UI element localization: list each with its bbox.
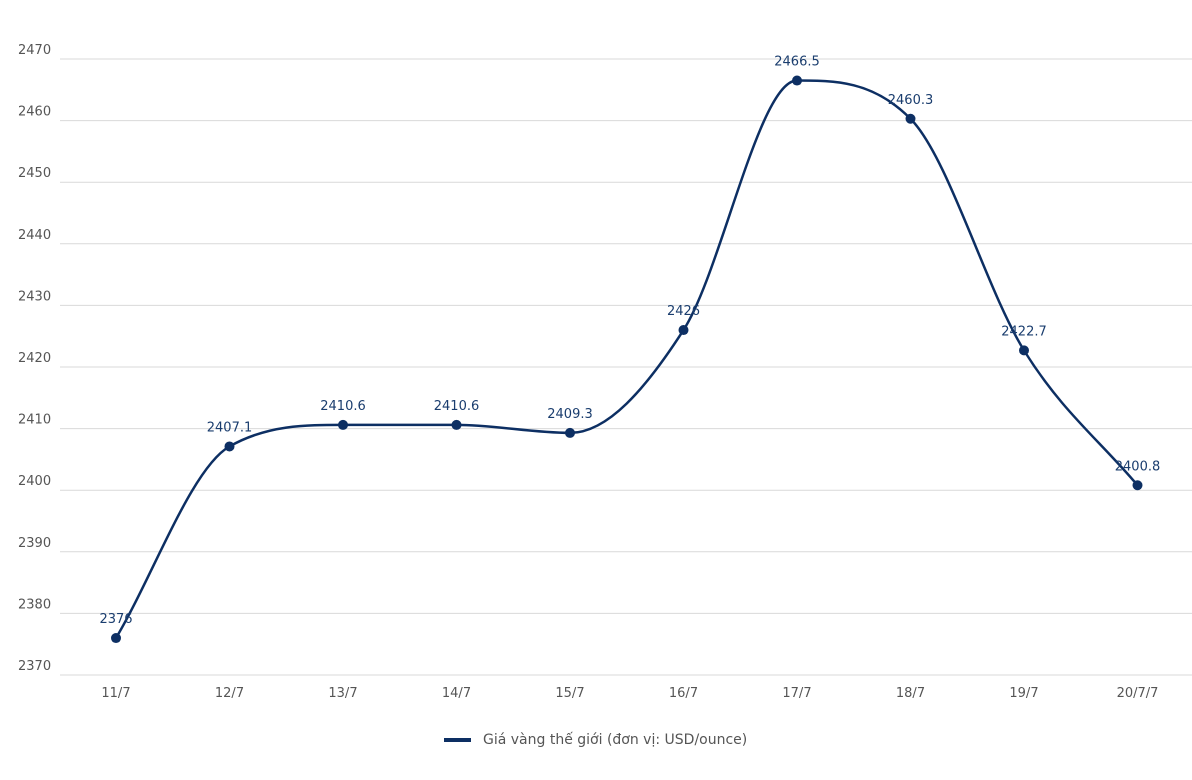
y-tick-label: 2410 — [18, 413, 51, 428]
y-tick-label: 2430 — [18, 289, 51, 304]
y-tick-label: 2400 — [18, 474, 51, 489]
data-label: 2422.7 — [1001, 324, 1047, 339]
data-point — [905, 113, 916, 124]
data-point — [338, 419, 348, 430]
y-tick-label: 2380 — [18, 597, 51, 612]
data-label: 2426 — [667, 304, 700, 319]
y-axis-ticks: 2370 2380 2390 2400 2410 2420 2430 2440 2450 2460… — [18, 43, 51, 674]
x-tick-label: 11/7 — [101, 686, 130, 701]
legend: Giá vàng thế giới (đơn vị: USD/ounce) — [444, 732, 747, 748]
data-point — [565, 427, 575, 438]
x-tick-label: 18/7 — [896, 686, 925, 701]
y-tick-label: 2390 — [18, 536, 51, 551]
series-gold-price — [111, 75, 1143, 644]
y-tick-label: 2440 — [18, 228, 51, 243]
y-tick-label: 2420 — [18, 351, 51, 366]
data-point — [678, 325, 689, 336]
data-point — [792, 75, 802, 86]
data-point — [224, 441, 235, 452]
data-point — [111, 633, 121, 644]
legend-swatch — [444, 738, 471, 742]
x-tick-label: 15/7 — [555, 686, 584, 701]
data-label: 2400.8 — [1115, 459, 1161, 474]
y-tick-label: 2450 — [18, 166, 51, 181]
data-label: 2466.5 — [774, 55, 820, 70]
data-label: 2376 — [99, 612, 132, 627]
data-labels: 2376 2407.1 2410.6 2410.6 2409.3 2426 2466.5 24… — [99, 55, 1160, 627]
y-tick-label: 2470 — [18, 43, 51, 58]
legend-label: Giá vàng thế giới (đơn vị: USD/ounce) — [483, 732, 748, 748]
x-tick-label: 13/7 — [328, 686, 357, 701]
data-label: 2410.6 — [434, 399, 480, 414]
series-line — [114, 79, 1139, 639]
data-label: 2409.3 — [547, 407, 593, 422]
data-label: 2410.6 — [320, 399, 366, 414]
data-label: 2460.3 — [888, 93, 934, 108]
x-tick-label: 12/7 — [215, 686, 244, 701]
y-tick-label: 2460 — [18, 105, 51, 120]
x-axis-ticks: 11/7 12/7 13/7 14/7 15/7 16/7 17/7 18/7 19/7 20/7… — [101, 686, 1158, 701]
data-point — [1019, 345, 1029, 356]
data-point — [451, 419, 462, 430]
x-tick-label: 19/7 — [1009, 686, 1038, 701]
data-point — [1132, 480, 1143, 491]
x-tick-label: 17/7 — [782, 686, 811, 701]
y-tick-label: 2370 — [18, 659, 51, 674]
x-tick-label: 16/7 — [669, 686, 698, 701]
x-tick-label: 20/7/7 — [1117, 686, 1159, 701]
x-tick-label: 14/7 — [442, 686, 471, 701]
grid-lines — [60, 58, 1192, 676]
data-label: 2407.1 — [207, 420, 253, 435]
